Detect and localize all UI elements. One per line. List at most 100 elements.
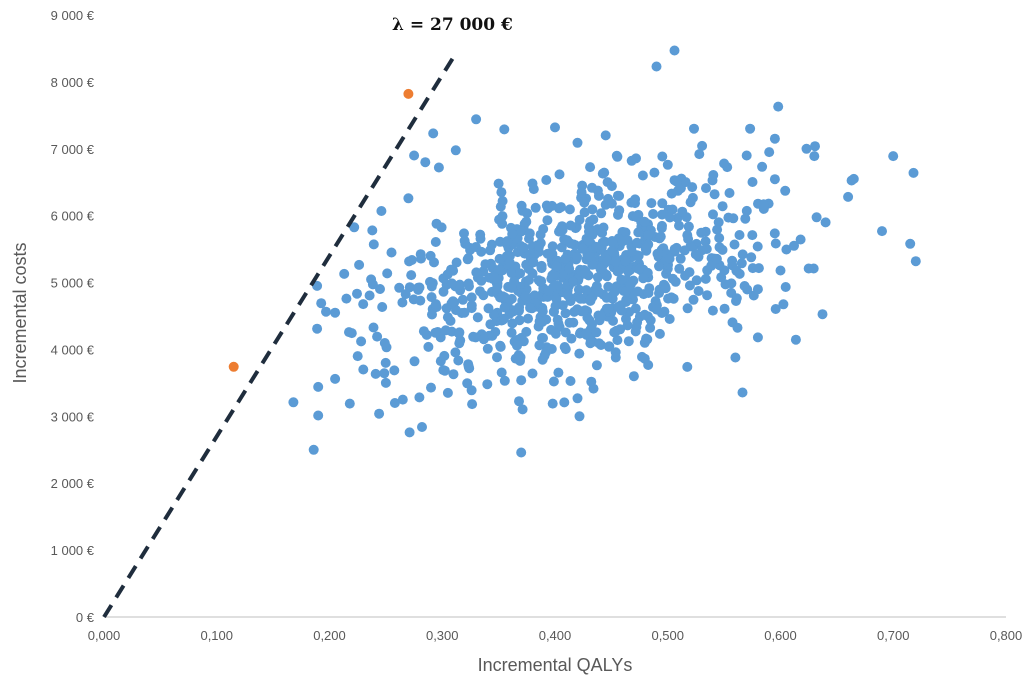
- data-point: [701, 183, 711, 194]
- data-point: [641, 242, 652, 253]
- data-point: [467, 399, 478, 410]
- data-point: [438, 286, 449, 297]
- data-point: [466, 292, 477, 303]
- y-tick-label: 4 000 €: [51, 342, 95, 357]
- data-point: [758, 199, 769, 210]
- y-tick-label: 9 000 €: [51, 8, 95, 23]
- data-point: [483, 303, 494, 314]
- data-point: [591, 327, 602, 338]
- data-point: [430, 299, 441, 310]
- data-point: [445, 315, 456, 326]
- data-point: [654, 261, 664, 272]
- data-point: [495, 201, 506, 212]
- data-point: [769, 228, 780, 239]
- data-point: [752, 241, 763, 252]
- data-point: [622, 320, 633, 331]
- data-point: [542, 248, 553, 259]
- data-point: [534, 340, 545, 351]
- data-point: [732, 322, 743, 333]
- data-point: [521, 326, 532, 337]
- data-point: [752, 332, 763, 343]
- data-point: [510, 353, 521, 364]
- data-point: [352, 351, 363, 362]
- data-point: [683, 221, 694, 232]
- data-point: [612, 266, 623, 277]
- data-point: [639, 216, 650, 227]
- data-point: [496, 367, 507, 378]
- x-tick-labels: 0,000 0,100 0,200 0,300 0,400 0,500 0,600 0,700…: [88, 628, 1023, 643]
- data-point: [330, 307, 341, 318]
- data-point: [908, 167, 919, 178]
- data-point: [612, 151, 623, 162]
- data-point: [585, 294, 596, 305]
- data-point: [708, 170, 719, 180]
- data-point: [454, 279, 465, 290]
- data-point: [662, 159, 673, 170]
- data-point: [764, 147, 775, 158]
- data-point: [848, 173, 859, 184]
- data-point: [586, 376, 597, 387]
- y-tick-label: 7 000 €: [51, 142, 95, 157]
- data-point: [516, 375, 527, 386]
- data-point: [790, 334, 801, 345]
- data-point: [696, 227, 707, 238]
- data-point: [428, 128, 439, 139]
- data-point: [641, 333, 652, 344]
- x-tick-label: 0,300: [426, 628, 459, 643]
- data-point: [367, 225, 378, 236]
- data-point: [459, 307, 470, 318]
- data-point: [527, 368, 538, 379]
- data-point: [312, 323, 323, 334]
- data-point: [550, 122, 560, 133]
- data-point: [547, 241, 558, 252]
- data-point: [495, 341, 506, 352]
- data-point: [442, 269, 453, 280]
- data-point: [579, 207, 590, 218]
- data-point: [598, 222, 609, 233]
- data-point: [693, 286, 704, 296]
- data-point: [559, 342, 570, 352]
- data-point: [666, 188, 677, 199]
- data-point: [655, 231, 666, 242]
- data-point: [565, 220, 576, 231]
- data-point: [643, 230, 654, 240]
- data-point: [409, 150, 420, 161]
- data-point: [495, 236, 506, 247]
- data-point: [386, 247, 397, 258]
- data-point: [576, 187, 587, 198]
- x-tick-label: 0,100: [200, 628, 233, 643]
- y-tick-label: 5 000 €: [51, 276, 95, 291]
- data-point: [820, 217, 831, 228]
- data-point: [569, 306, 580, 317]
- data-point: [448, 369, 459, 380]
- data-point: [679, 245, 690, 256]
- data-point: [380, 377, 391, 388]
- data-point: [550, 301, 561, 311]
- data-point: [406, 270, 417, 281]
- data-point: [574, 411, 585, 422]
- data-point: [684, 280, 695, 291]
- data-point: [747, 230, 758, 241]
- data-point: [747, 177, 758, 187]
- data-point: [414, 392, 425, 403]
- data-point: [527, 178, 538, 189]
- data-point: [769, 133, 780, 144]
- data-point: [552, 314, 563, 325]
- data-point: [682, 303, 693, 314]
- data-point: [397, 297, 408, 308]
- data-point: [492, 281, 503, 292]
- data-point: [706, 260, 717, 271]
- data-point: [497, 218, 508, 229]
- data-point: [664, 314, 675, 324]
- x-tick-label: 0,500: [651, 628, 684, 643]
- data-point: [757, 161, 768, 172]
- data-point: [707, 305, 718, 316]
- data-point: [459, 235, 470, 246]
- data-point: [632, 237, 642, 248]
- data-point: [476, 246, 487, 257]
- data-point: [646, 198, 657, 209]
- data-point: [728, 213, 739, 224]
- data-point: [701, 244, 712, 254]
- data-point: [877, 226, 887, 237]
- data-point: [308, 444, 319, 455]
